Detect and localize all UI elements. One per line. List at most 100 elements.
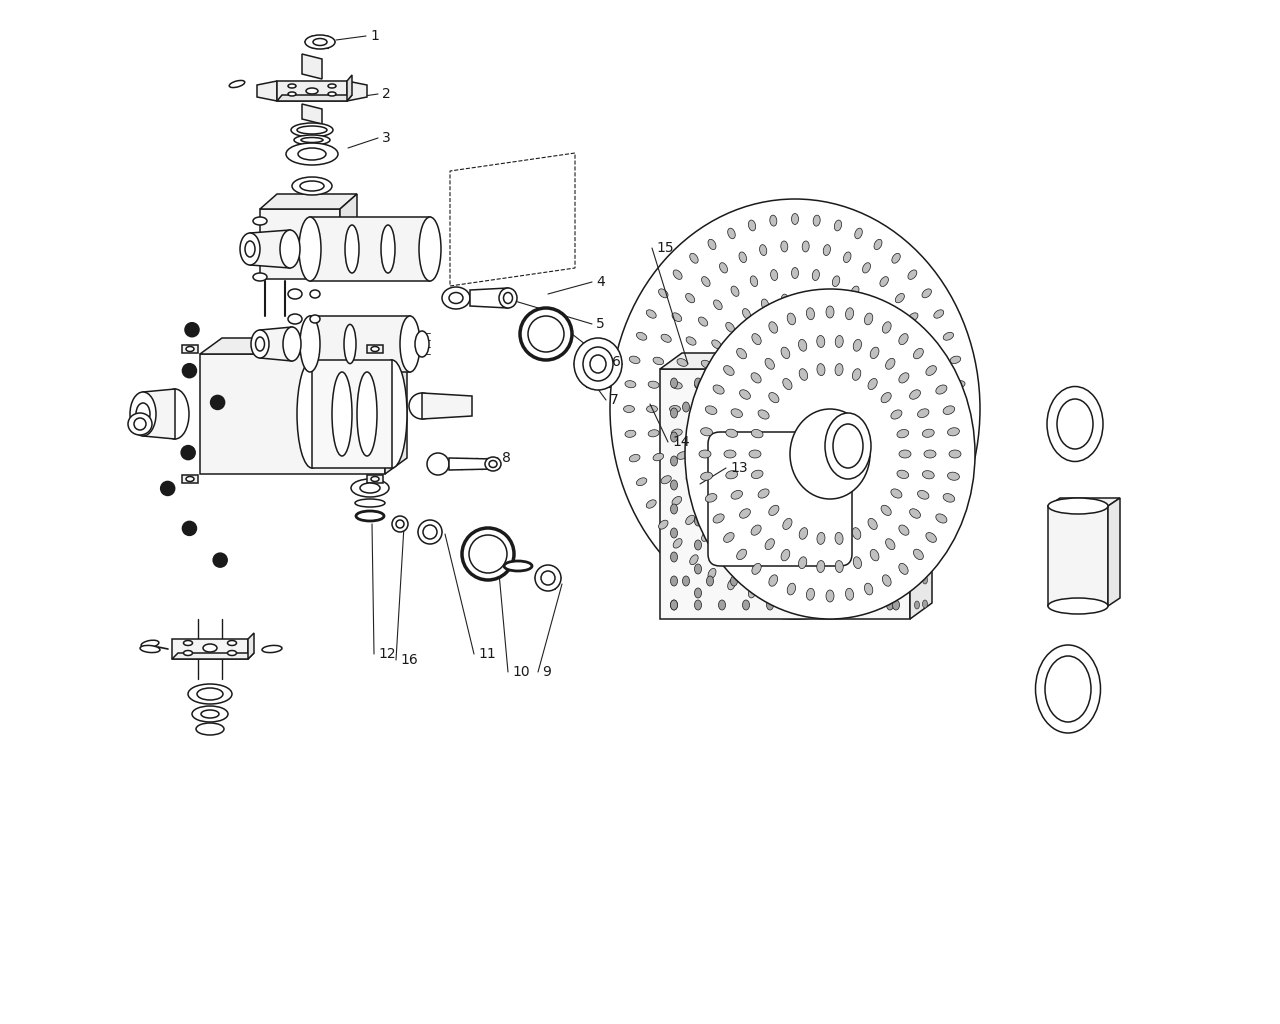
Polygon shape <box>260 194 357 209</box>
Ellipse shape <box>707 575 713 586</box>
Ellipse shape <box>671 456 677 466</box>
Ellipse shape <box>874 575 882 586</box>
Ellipse shape <box>682 402 690 412</box>
Ellipse shape <box>713 385 724 394</box>
Ellipse shape <box>462 528 515 580</box>
Ellipse shape <box>128 413 152 435</box>
Ellipse shape <box>840 499 847 509</box>
Ellipse shape <box>781 550 790 561</box>
Ellipse shape <box>923 456 928 464</box>
Ellipse shape <box>297 360 326 468</box>
Ellipse shape <box>908 270 916 280</box>
Ellipse shape <box>832 275 840 287</box>
Text: 5: 5 <box>596 317 604 331</box>
Ellipse shape <box>692 406 704 413</box>
Ellipse shape <box>846 588 854 600</box>
Ellipse shape <box>902 358 913 367</box>
Ellipse shape <box>736 348 746 358</box>
Ellipse shape <box>695 420 701 430</box>
Text: 4: 4 <box>596 275 604 289</box>
Ellipse shape <box>196 723 224 735</box>
Ellipse shape <box>520 308 572 360</box>
Ellipse shape <box>690 555 698 564</box>
Ellipse shape <box>297 126 326 134</box>
Ellipse shape <box>884 383 895 390</box>
Ellipse shape <box>671 600 677 610</box>
Ellipse shape <box>503 293 512 303</box>
Ellipse shape <box>826 590 835 602</box>
Ellipse shape <box>908 539 916 548</box>
Ellipse shape <box>783 518 792 529</box>
Ellipse shape <box>923 552 928 560</box>
Ellipse shape <box>914 529 919 537</box>
Ellipse shape <box>251 330 269 358</box>
Ellipse shape <box>769 505 780 515</box>
Polygon shape <box>1048 506 1108 606</box>
Ellipse shape <box>399 316 420 372</box>
Ellipse shape <box>646 500 657 508</box>
Ellipse shape <box>803 402 809 412</box>
Ellipse shape <box>892 480 900 490</box>
Ellipse shape <box>803 241 809 252</box>
Ellipse shape <box>719 263 727 273</box>
Ellipse shape <box>899 334 908 345</box>
Ellipse shape <box>835 364 844 376</box>
Ellipse shape <box>695 540 701 550</box>
Ellipse shape <box>718 600 726 610</box>
Ellipse shape <box>869 516 876 526</box>
Ellipse shape <box>948 450 961 458</box>
Ellipse shape <box>781 566 787 578</box>
Ellipse shape <box>695 588 701 598</box>
Ellipse shape <box>836 560 844 572</box>
Ellipse shape <box>943 478 954 485</box>
Ellipse shape <box>892 600 900 610</box>
Polygon shape <box>200 338 407 354</box>
Ellipse shape <box>910 509 920 518</box>
Ellipse shape <box>291 123 333 137</box>
Ellipse shape <box>750 531 758 542</box>
Circle shape <box>182 445 195 460</box>
Ellipse shape <box>943 406 955 415</box>
Ellipse shape <box>914 457 919 465</box>
Polygon shape <box>172 639 248 659</box>
Ellipse shape <box>731 575 737 586</box>
Ellipse shape <box>923 429 934 437</box>
Ellipse shape <box>771 269 778 281</box>
Ellipse shape <box>705 406 717 415</box>
Ellipse shape <box>659 520 668 529</box>
Ellipse shape <box>933 406 943 413</box>
Ellipse shape <box>799 339 806 351</box>
Ellipse shape <box>769 592 777 603</box>
Ellipse shape <box>731 402 737 412</box>
Polygon shape <box>422 393 472 419</box>
Ellipse shape <box>914 481 919 489</box>
Ellipse shape <box>690 253 698 263</box>
Ellipse shape <box>310 315 320 323</box>
Ellipse shape <box>897 429 909 438</box>
Polygon shape <box>310 217 430 281</box>
Ellipse shape <box>131 392 156 436</box>
Ellipse shape <box>895 515 905 524</box>
Ellipse shape <box>283 327 301 361</box>
Ellipse shape <box>827 402 833 412</box>
Ellipse shape <box>864 313 873 325</box>
Polygon shape <box>143 389 175 439</box>
Ellipse shape <box>700 428 713 436</box>
Ellipse shape <box>253 273 268 281</box>
Ellipse shape <box>781 241 787 252</box>
Ellipse shape <box>140 645 160 652</box>
Ellipse shape <box>838 378 846 388</box>
Ellipse shape <box>767 378 773 388</box>
Ellipse shape <box>908 429 919 436</box>
Ellipse shape <box>908 382 919 389</box>
Ellipse shape <box>672 312 682 322</box>
Ellipse shape <box>695 600 701 610</box>
Ellipse shape <box>695 383 705 390</box>
Ellipse shape <box>923 480 928 488</box>
Ellipse shape <box>874 240 882 250</box>
Polygon shape <box>248 633 253 659</box>
Ellipse shape <box>914 553 919 561</box>
Ellipse shape <box>823 245 831 256</box>
Ellipse shape <box>671 600 677 610</box>
Ellipse shape <box>256 337 265 351</box>
